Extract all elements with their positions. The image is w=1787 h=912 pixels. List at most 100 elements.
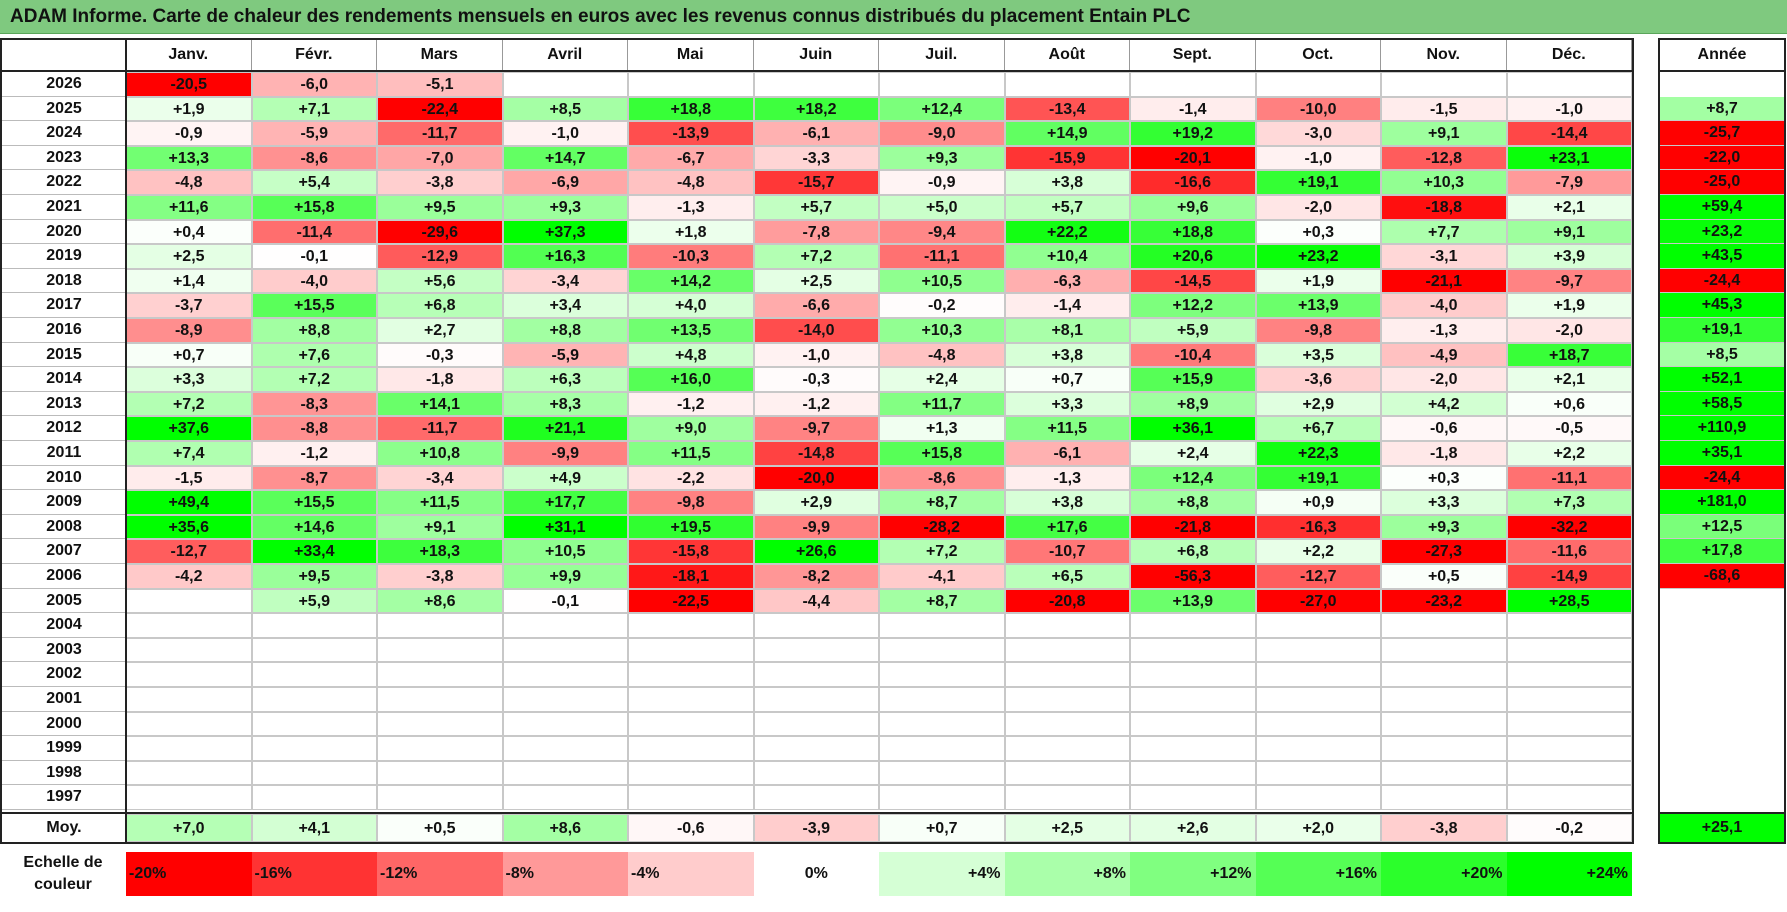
- heatmap-cell: +8,7: [879, 490, 1005, 515]
- year-label: 2011: [2, 441, 126, 466]
- heatmap-cell: +3,5: [1255, 342, 1381, 368]
- year-label: 1999: [2, 736, 126, 761]
- heatmap-cell: -10,0: [1255, 96, 1381, 122]
- heatmap-cell: -4,1: [879, 564, 1005, 589]
- heatmap-cell: [628, 785, 754, 810]
- heatmap-cell: [1130, 72, 1256, 97]
- heatmap-cell: +18,3: [377, 539, 503, 564]
- annual-cell: [1660, 613, 1784, 638]
- color-scale-swatch: -12%: [377, 852, 503, 896]
- heatmap-cell: [628, 687, 754, 712]
- heatmap-cell: -11,7: [377, 416, 503, 441]
- heatmap-cell: -6,9: [502, 170, 628, 195]
- heatmap-cell: +3,8: [1004, 342, 1130, 368]
- heatmap-cell: -7,0: [377, 145, 503, 171]
- heatmap-cell: -9,8: [1255, 318, 1381, 343]
- heatmap-cell: -14,0: [753, 318, 879, 343]
- average-cell: +2,0: [1255, 814, 1381, 842]
- heatmap-cell: -20,0: [753, 465, 879, 491]
- heatmap-cell: -2,0: [1255, 195, 1381, 220]
- heatmap-cell: +3,3: [126, 367, 252, 392]
- heatmap-cell: +33,4: [251, 539, 377, 564]
- heatmap-cell: -6,1: [1004, 441, 1130, 466]
- heatmap-cell: -6,1: [753, 121, 879, 146]
- heatmap-cell: [879, 760, 1005, 786]
- heatmap-cell: [753, 637, 879, 663]
- heatmap-cell: +8,1: [1004, 318, 1130, 343]
- heatmap-cell: -0,2: [879, 293, 1005, 318]
- annual-cell: [1660, 736, 1784, 761]
- annual-cell: +17,8: [1660, 539, 1784, 564]
- heatmap-cell: +8,6: [377, 588, 503, 614]
- heatmap-cell: [1381, 662, 1507, 687]
- heatmap-cell: -0,9: [879, 170, 1005, 195]
- annual-cell: +59,4: [1660, 195, 1784, 220]
- heatmap-cell: +2,9: [753, 490, 879, 515]
- year-column-divider: [125, 40, 127, 842]
- heatmap-cell: -1,2: [251, 441, 377, 466]
- heatmap-cell: [1255, 72, 1381, 97]
- heatmap-cell: -12,8: [1381, 145, 1507, 171]
- heatmap-cell: +15,5: [251, 293, 377, 318]
- heatmap-cell: +13,9: [1130, 588, 1256, 614]
- heatmap-cell: -56,3: [1130, 564, 1256, 589]
- color-scale-swatch: 0%: [753, 852, 879, 896]
- heatmap-cell: [1381, 613, 1507, 638]
- heatmap-cell: [1255, 785, 1381, 810]
- year-label: 2008: [2, 515, 126, 540]
- heatmap-cell: +18,2: [753, 96, 879, 122]
- heatmap-cell: -13,9: [628, 121, 754, 146]
- heatmap-cell: -14,9: [1506, 564, 1632, 589]
- heatmap-cell: [879, 687, 1005, 712]
- heatmap-cell: -9,0: [879, 121, 1005, 146]
- year-label: 2005: [2, 589, 126, 614]
- heatmap-cell: -14,4: [1506, 121, 1632, 146]
- heatmap-cell: -14,8: [753, 441, 879, 466]
- heatmap-cell: +3,9: [1506, 244, 1632, 269]
- heatmap-cell: +5,9: [1130, 318, 1256, 343]
- heatmap-cell: +9,9: [502, 564, 628, 589]
- heatmap-cell: [377, 736, 503, 761]
- year-label: 2022: [2, 170, 126, 195]
- heatmap-cell: [1506, 760, 1632, 786]
- heatmap-cell: [126, 760, 252, 786]
- heatmap-cell: [1004, 711, 1130, 737]
- heatmap-cell: -23,2: [1381, 588, 1507, 614]
- heatmap-cell: -27,3: [1381, 539, 1507, 564]
- month-header: Févr.: [252, 40, 377, 70]
- table-divider: [0, 70, 1634, 72]
- heatmap-cell: +2,4: [1130, 441, 1256, 466]
- heatmap-cell: [879, 736, 1005, 761]
- heatmap-cell: [251, 662, 377, 687]
- heatmap-cell: +1,9: [1506, 293, 1632, 318]
- heatmap-cell: -3,8: [377, 170, 503, 195]
- month-header: Août: [1005, 40, 1130, 70]
- heatmap-cell: [1381, 736, 1507, 761]
- heatmap-cell: [1381, 687, 1507, 712]
- heatmap-cell: +13,9: [1255, 293, 1381, 318]
- heatmap-cell: +2,1: [1506, 367, 1632, 392]
- heatmap-cell: -8,2: [753, 564, 879, 589]
- heatmap-cell: [377, 613, 503, 638]
- heatmap-cell: +5,6: [377, 268, 503, 294]
- heatmap-cell: -3,1: [1381, 244, 1507, 269]
- heatmap-cell: +11,7: [879, 391, 1005, 417]
- heatmap-cell: -4,4: [753, 588, 879, 614]
- color-scale-swatch: -4%: [628, 852, 754, 896]
- heatmap-cell: -0,3: [753, 367, 879, 392]
- color-scale-title: Echelle de couleur: [23, 854, 103, 893]
- heatmap-cell: [1004, 785, 1130, 810]
- annual-cell: +110,9: [1660, 416, 1784, 441]
- year-label: 1997: [2, 785, 126, 810]
- annual-cell: +45,3: [1660, 293, 1784, 318]
- year-label: 2024: [2, 121, 126, 146]
- heatmap-cell: [502, 662, 628, 687]
- heatmap-cell: +31,1: [502, 514, 628, 540]
- annual-cell: [1660, 588, 1784, 614]
- average-cell: +2,6: [1130, 814, 1256, 842]
- heatmap-cell: +0,4: [126, 219, 252, 245]
- year-label: 2020: [2, 220, 126, 245]
- heatmap-cell: -9,4: [879, 219, 1005, 245]
- heatmap-cell: +4,8: [628, 342, 754, 368]
- heatmap-cell: [502, 711, 628, 737]
